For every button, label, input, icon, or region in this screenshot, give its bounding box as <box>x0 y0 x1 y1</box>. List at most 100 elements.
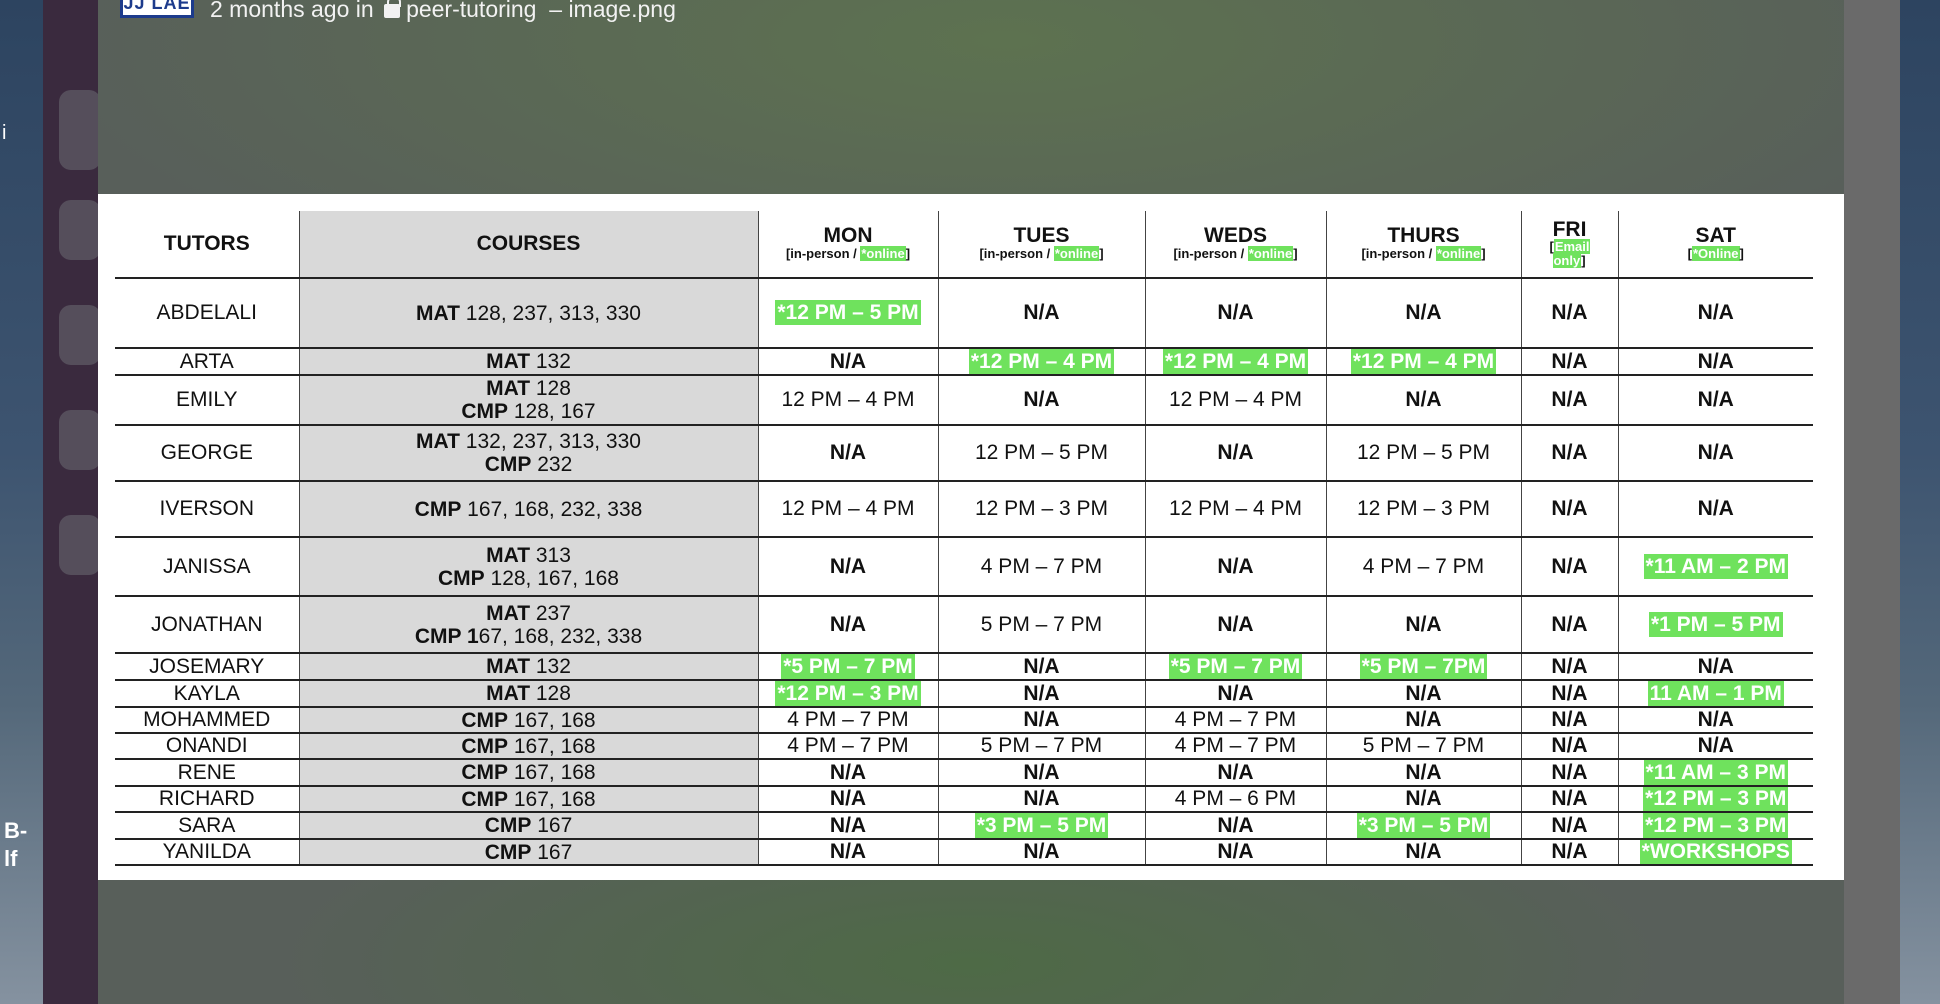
availability-cell: N/A <box>1326 707 1522 734</box>
tutor-name: ONANDI <box>115 733 300 760</box>
tutors-header: TUTORS <box>115 211 300 279</box>
availability-cell: N/A <box>938 278 1146 349</box>
course-line: CMP 128, 167, 168 <box>438 566 619 590</box>
availability-cell: *12 PM – 3 PM <box>758 680 939 708</box>
tutor-courses: MAT 132 <box>299 348 759 376</box>
availability-cell: N/A <box>1521 425 1619 482</box>
availability-cell: 4 PM – 7 PM <box>1326 537 1522 597</box>
table-row: ARTA MAT 132 N/A *12 PM – 4 PM *12 PM – 4 PM… <box>115 348 1813 376</box>
schedule-image: TUTORS COURSES MON [in-person / *online] … <box>98 194 1844 880</box>
tutor-courses: MAT 132, 237, 313, 330 CMP 232 <box>299 425 759 482</box>
availability-cell: 12 PM – 3 PM <box>1326 481 1522 538</box>
workspace-logo[interactable]: JJ LAE <box>120 0 194 18</box>
availability-cell: *12 PM – 4 PM <box>938 348 1146 376</box>
table-row: KAYLA MAT 128 *12 PM – 3 PM N/A N/A N/A N/A 11 … <box>115 680 1813 708</box>
availability-cell: 4 PM – 7 PM <box>758 707 939 734</box>
file-name: – image.png <box>549 0 676 22</box>
online-hours-highlight: *12 PM – 4 PM <box>968 348 1115 373</box>
course-line: CMP 232 <box>484 453 573 476</box>
availability-cell: *5 PM – 7 PM <box>758 653 939 681</box>
availability-cell: N/A <box>1521 596 1619 654</box>
availability-cell: N/A <box>758 839 939 866</box>
table-row: SARA CMP 167 N/A *3 PM – 5 PM N/A *3 PM – 5 P… <box>115 812 1813 840</box>
availability-cell: N/A <box>1618 348 1813 376</box>
availability-cell: N/A <box>758 759 939 787</box>
day-label: SAT <box>1695 224 1736 247</box>
availability-cell: N/A <box>1145 759 1327 787</box>
table-row: JANISSA MAT 313 CMP 128, 167, 168 N/A 4 PM –… <box>115 537 1813 597</box>
tutor-name: RENE <box>115 759 300 787</box>
tutor-name: YANILDA <box>115 839 300 866</box>
availability-cell: N/A <box>1521 733 1619 760</box>
availability-cell: N/A <box>938 375 1146 426</box>
availability-cell: *11 AM – 3 PM <box>1618 759 1813 787</box>
availability-cell: 12 PM – 4 PM <box>1145 481 1327 538</box>
course-line: MAT 132, 237, 313, 330 <box>416 430 641 453</box>
availability-cell: N/A <box>1618 707 1813 734</box>
tutor-courses: CMP 167 <box>299 839 759 866</box>
tutor-name: ABDELALI <box>115 278 300 349</box>
tutor-courses: CMP 167, 168, 232, 338 <box>299 481 759 538</box>
availability-cell: N/A <box>1521 680 1619 708</box>
availability-cell: 5 PM – 7 PM <box>938 596 1146 654</box>
background-text-fragment: i <box>2 122 7 144</box>
availability-cell: N/A <box>1618 733 1813 760</box>
tutor-name: EMILY <box>115 375 300 426</box>
course-line: CMP 128, 167 <box>461 400 596 423</box>
table-row: EMILY MAT 128 CMP 128, 167 12 PM – 4 PM N/A 1… <box>115 375 1813 426</box>
tutor-name: KAYLA <box>115 680 300 708</box>
course-line: CMP 167 <box>484 840 573 864</box>
availability-cell: N/A <box>1521 786 1619 813</box>
courses-header: COURSES <box>299 211 759 279</box>
file-meta: 2 months ago in peer-tutoring – image.pn… <box>210 0 676 23</box>
availability-cell: N/A <box>1326 596 1522 654</box>
availability-cell: N/A <box>1521 348 1619 376</box>
table-row: GEORGE MAT 132, 237, 313, 330 CMP 232 N/A 12… <box>115 425 1813 482</box>
table-row: JOSEMARY MAT 132 *5 PM – 7 PM N/A *5 PM – 7 … <box>115 653 1813 681</box>
availability-cell: N/A <box>1145 596 1327 654</box>
availability-cell: 12 PM – 4 PM <box>758 375 939 426</box>
availability-cell: 11 AM – 1 PM <box>1618 680 1813 708</box>
course-line: CMP 167, 168 <box>461 761 596 784</box>
availability-cell: N/A <box>1326 680 1522 708</box>
availability-cell: N/A <box>758 596 939 654</box>
availability-cell: N/A <box>1618 375 1813 426</box>
background-tile <box>59 90 101 170</box>
online-hours-highlight: *3 PM – 5 PM <box>974 812 1109 837</box>
tutor-name: JOSEMARY <box>115 653 300 681</box>
availability-cell: *5 PM – 7PM <box>1326 653 1522 681</box>
day-header: SAT [*Online] <box>1618 211 1813 279</box>
day-header: MON [in-person / *online] <box>758 211 939 279</box>
tutor-courses: MAT 313 CMP 128, 167, 168 <box>299 537 759 597</box>
online-hours-highlight: *1 PM – 5 PM <box>1648 611 1783 637</box>
online-hours-highlight: *5 PM – 7PM <box>1359 653 1488 678</box>
online-hours-highlight: *3 PM – 5 PM <box>1356 812 1491 837</box>
availability-cell: N/A <box>1145 812 1327 840</box>
online-hours-highlight: *WORKSHOPS <box>1639 839 1792 863</box>
course-line: CMP 167, 168, 232, 338 <box>414 497 643 521</box>
availability-cell: N/A <box>1521 707 1619 734</box>
day-label: MON <box>823 224 873 247</box>
day-label: TUES <box>1013 224 1070 247</box>
course-line: MAT 128 <box>486 377 571 400</box>
background-tile <box>59 410 101 470</box>
day-label: WEDS <box>1204 224 1267 247</box>
channel-link[interactable]: peer-tutoring <box>406 0 537 22</box>
course-line: MAT 313 <box>486 543 571 567</box>
day-mode-note: [in-person / *online] <box>1173 246 1298 261</box>
day-mode-note: [in-person / *online] <box>1361 246 1486 261</box>
day-mode-note: [in-person / *online] <box>785 246 911 261</box>
availability-cell: N/A <box>1326 375 1522 426</box>
tutor-courses: CMP 167, 168 <box>299 759 759 787</box>
course-line: CMP 167, 168 <box>461 734 596 758</box>
availability-cell: N/A <box>1521 278 1619 349</box>
availability-cell: N/A <box>1521 481 1619 538</box>
course-line: CMP 167, 168 <box>461 787 596 811</box>
availability-cell: N/A <box>938 759 1146 787</box>
online-hours-highlight: 11 AM – 1 PM <box>1647 680 1784 705</box>
tutor-courses: MAT 128 <box>299 680 759 708</box>
availability-cell: 4 PM – 6 PM <box>1145 786 1327 813</box>
availability-cell: N/A <box>758 812 939 840</box>
background-app-right <box>1843 0 1900 1004</box>
availability-cell: N/A <box>1145 425 1327 482</box>
